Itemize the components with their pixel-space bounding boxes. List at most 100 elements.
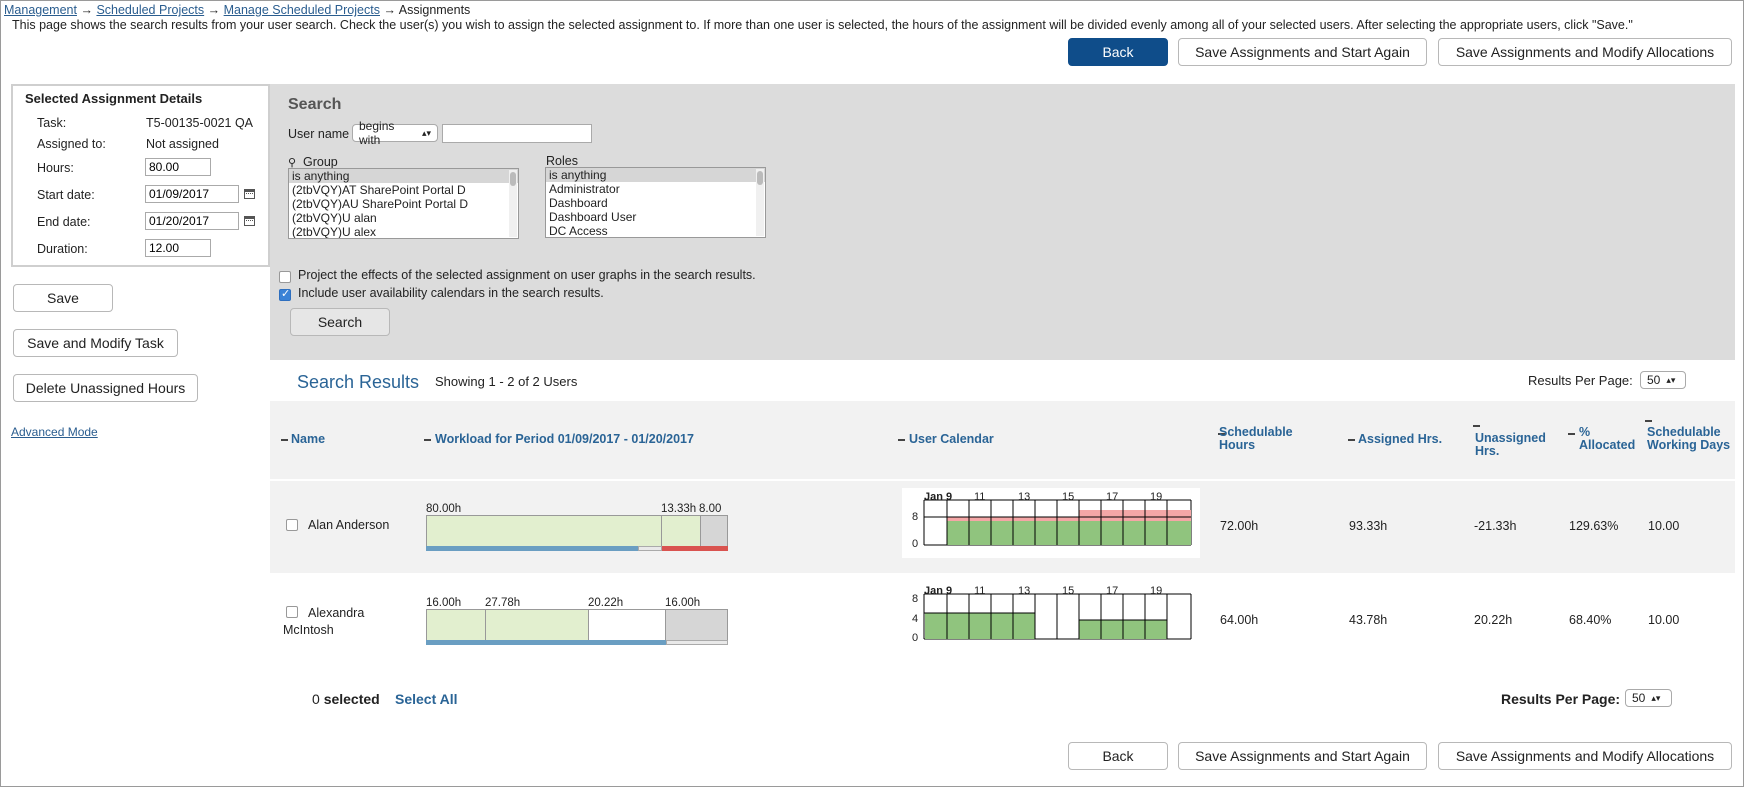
breadcrumb: Management → Scheduled Projects → Manage… [4, 3, 470, 17]
calendar-icon[interactable] [244, 189, 255, 199]
include-calendars-label: Include user availability calendars in t… [298, 286, 604, 300]
role-option[interactable]: Dashboard User [549, 210, 637, 224]
username-input[interactable] [442, 124, 592, 143]
results-per-page-value: 50 [1632, 691, 1646, 705]
workload-segment [700, 515, 728, 547]
updown-icon: ▴▾ [1666, 374, 1676, 385]
calendar-chart [923, 499, 1192, 546]
results-per-page-label: Results Per Page: [1528, 373, 1633, 388]
hours-field[interactable] [145, 158, 211, 176]
group-option[interactable]: (2tbVQY)U alan [292, 211, 377, 225]
back-button[interactable]: Back [1068, 742, 1168, 770]
selected-label: selected [323, 691, 380, 707]
calendar-tick: 15 [1062, 491, 1075, 503]
sort-icon[interactable] [1568, 433, 1575, 435]
col-workload[interactable]: Workload for Period 01/09/2017 - 01/20/2… [435, 432, 694, 446]
back-button[interactable]: Back [1068, 38, 1168, 66]
schedulable-hours: 64.00h [1220, 613, 1259, 627]
workload-label: 16.00h [426, 597, 462, 609]
save-start-again-button[interactable]: Save Assignments and Start Again [1178, 38, 1427, 66]
end-date-label: End date: [37, 215, 91, 229]
results-per-page-select[interactable]: 50 ▴▾ [1625, 689, 1672, 707]
role-option[interactable]: DC Access [549, 224, 608, 238]
sort-icon[interactable] [424, 439, 431, 441]
role-option[interactable]: Administrator [549, 182, 620, 196]
scrollbar[interactable] [756, 169, 764, 236]
percent-allocated: 129.63% [1569, 519, 1619, 533]
role-option[interactable]: Dashboard [549, 196, 608, 210]
col-assigned-hrs[interactable]: Assigned Hrs. [1358, 432, 1443, 446]
calendar-ylabel: 8 [912, 593, 919, 605]
unassigned-hours: -21.33h [1474, 519, 1517, 533]
col-percent-allocated[interactable]: % Allocated [1579, 425, 1636, 452]
search-panel: Search User name begins with ▴▾ ⚲ Group … [270, 84, 1735, 360]
working-days: 10.00 [1648, 613, 1680, 627]
percent-allocated: 68.40% [1569, 613, 1612, 627]
search-button[interactable]: Search [290, 308, 390, 336]
save-button[interactable]: Save [13, 284, 113, 312]
sort-icon[interactable] [1473, 425, 1480, 427]
group-option[interactable]: is anything [289, 169, 518, 183]
results-per-page-select[interactable]: 50 ▴▾ [1640, 371, 1686, 389]
end-date-field[interactable] [145, 212, 239, 230]
user-select-checkbox[interactable] [286, 606, 298, 618]
sort-icon[interactable] [281, 439, 288, 441]
save-modify-task-button[interactable]: Save and Modify Task [13, 329, 178, 357]
start-date-field[interactable] [145, 185, 239, 203]
include-calendars-checkbox[interactable] [279, 287, 291, 301]
breadcrumb-separator: → [207, 3, 221, 17]
user-name: Alan Anderson [308, 518, 390, 532]
sort-icon[interactable] [1218, 433, 1225, 435]
col-unassigned-hrs[interactable]: Unassigned Hrs. [1475, 431, 1546, 458]
user-select-checkbox[interactable] [286, 519, 298, 531]
save-start-again-button[interactable]: Save Assignments and Start Again [1178, 742, 1427, 770]
project-effects-label: Project the effects of the selected assi… [298, 268, 756, 282]
select-all-link[interactable]: Select All [395, 691, 458, 707]
group-option[interactable]: (2tbVQY)AU SharePoint Portal D [292, 197, 469, 211]
user-availability-calendar: Jan 9 11 13 15 17 19 8 4 0 [902, 582, 1200, 652]
group-option[interactable]: (2tbVQY)AT SharePoint Portal D [292, 183, 466, 197]
calendar-ylabel: 0 [912, 538, 919, 550]
calendar-tick: 17 [1106, 585, 1119, 597]
delete-unassigned-hours-button[interactable]: Delete Unassigned Hours [13, 374, 198, 402]
calendar-tick: 17 [1106, 491, 1119, 503]
role-option[interactable]: is anything [546, 168, 765, 182]
duration-field[interactable] [145, 239, 211, 257]
group-option[interactable]: (2tbVQY)U alex [292, 225, 377, 239]
results-per-page-value: 50 [1647, 373, 1661, 387]
calendar-tick: 13 [1018, 491, 1031, 503]
calendar-tick: Jan 9 [924, 585, 953, 597]
search-results-title: Search Results [297, 372, 420, 392]
col-name[interactable]: Name [291, 432, 326, 446]
roles-label: Roles [546, 154, 578, 168]
save-modify-allocations-button[interactable]: Save Assignments and Modify Allocations [1438, 38, 1732, 66]
workload-label: 80.00h [426, 503, 462, 515]
task-value: T5-00135-0021 QA [146, 116, 254, 130]
calendar-icon[interactable] [244, 216, 255, 226]
breadcrumb-manage-scheduled-projects[interactable]: Manage Scheduled Projects [223, 3, 380, 17]
group-label: Group [303, 155, 338, 169]
project-effects-checkbox[interactable] [279, 271, 291, 283]
breadcrumb-management[interactable]: Management [4, 3, 77, 17]
calendar-tick: Jan 9 [924, 491, 953, 503]
group-listbox[interactable]: is anything (2tbVQY)AT SharePoint Portal… [288, 168, 519, 239]
sort-icon[interactable] [1645, 420, 1652, 422]
roles-listbox[interactable]: is anything Administrator Dashboard Dash… [545, 167, 766, 238]
workload-label: 13.33h [661, 503, 697, 515]
calendar-tick: 11 [974, 491, 986, 503]
workload-segment [661, 515, 701, 547]
col-user-calendar[interactable]: User Calendar [909, 432, 994, 446]
advanced-mode-link[interactable]: Advanced Mode [11, 425, 98, 439]
breadcrumb-scheduled-projects[interactable]: Scheduled Projects [96, 3, 205, 17]
workload-label: 16.00h [665, 597, 701, 609]
workload-segment [485, 609, 589, 641]
sort-icon[interactable] [1348, 439, 1355, 441]
sort-icon[interactable] [898, 439, 905, 441]
save-modify-allocations-button[interactable]: Save Assignments and Modify Allocations [1438, 742, 1732, 770]
col-schedulable-working-days[interactable]: Schedulable Working Days [1647, 425, 1731, 452]
match-mode-select[interactable]: begins with ▴▾ [352, 119, 438, 147]
user-availability-calendar: Jan 9 11 13 15 17 19 8 0 [902, 488, 1200, 558]
workload-segment [588, 609, 666, 641]
col-schedulable-hours[interactable]: Schedulable Hours [1219, 425, 1293, 452]
scrollbar[interactable] [509, 170, 517, 237]
